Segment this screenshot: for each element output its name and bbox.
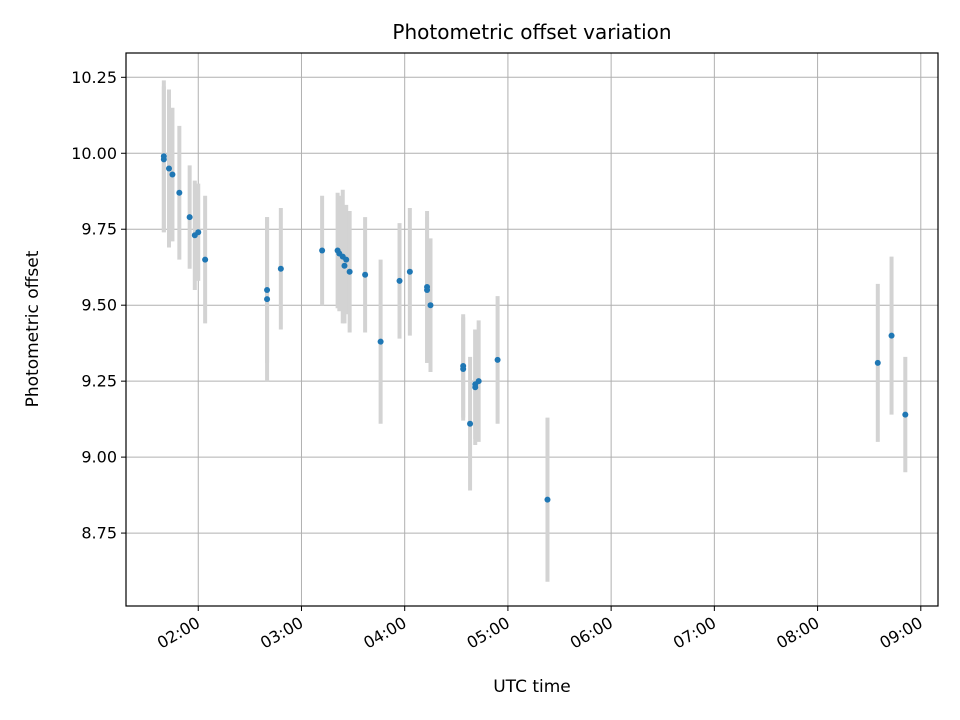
data-point xyxy=(169,171,176,178)
data-point xyxy=(377,338,384,345)
y-tick-label: 10.00 xyxy=(71,144,117,163)
data-point xyxy=(277,265,284,272)
y-axis-label: Photometric offset xyxy=(23,250,43,407)
data-point xyxy=(343,256,350,263)
y-tick-label: 9.75 xyxy=(81,220,117,239)
data-point xyxy=(362,271,369,278)
y-tick-label: 8.75 xyxy=(81,524,117,543)
data-point xyxy=(202,256,209,263)
data-point xyxy=(346,268,353,275)
y-axis-ticks: 8.75 9.00 9.25 9.50 9.75 10.00 10.25 xyxy=(71,68,126,543)
data-point xyxy=(160,156,167,163)
data-point xyxy=(475,378,482,385)
data-point xyxy=(424,287,431,293)
data-point xyxy=(467,420,474,427)
data-point xyxy=(406,268,413,275)
data-point xyxy=(264,287,271,293)
data-point xyxy=(494,356,501,363)
plot-area-frame xyxy=(125,52,939,607)
data-points xyxy=(160,153,909,503)
data-point xyxy=(195,229,202,236)
data-point xyxy=(427,302,434,309)
data-point xyxy=(888,332,895,339)
data-point xyxy=(396,277,403,284)
data-point xyxy=(166,165,173,172)
y-tick-label: 10.25 xyxy=(71,68,117,87)
data-point xyxy=(341,262,348,269)
grid xyxy=(126,53,938,606)
data-point xyxy=(472,384,479,391)
data-point xyxy=(460,366,467,372)
data-point xyxy=(874,359,881,366)
data-point xyxy=(176,189,183,196)
data-point xyxy=(186,214,193,221)
y-tick-label: 9.25 xyxy=(81,372,117,391)
data-point xyxy=(544,496,551,503)
x-axis-label: UTC time xyxy=(493,677,571,697)
data-point xyxy=(902,411,909,418)
y-tick-label: 9.50 xyxy=(81,296,117,315)
chart-title: Photometric offset variation xyxy=(392,20,671,44)
data-point xyxy=(264,296,271,303)
y-tick-label: 9.00 xyxy=(81,448,117,467)
data-point xyxy=(319,247,326,254)
